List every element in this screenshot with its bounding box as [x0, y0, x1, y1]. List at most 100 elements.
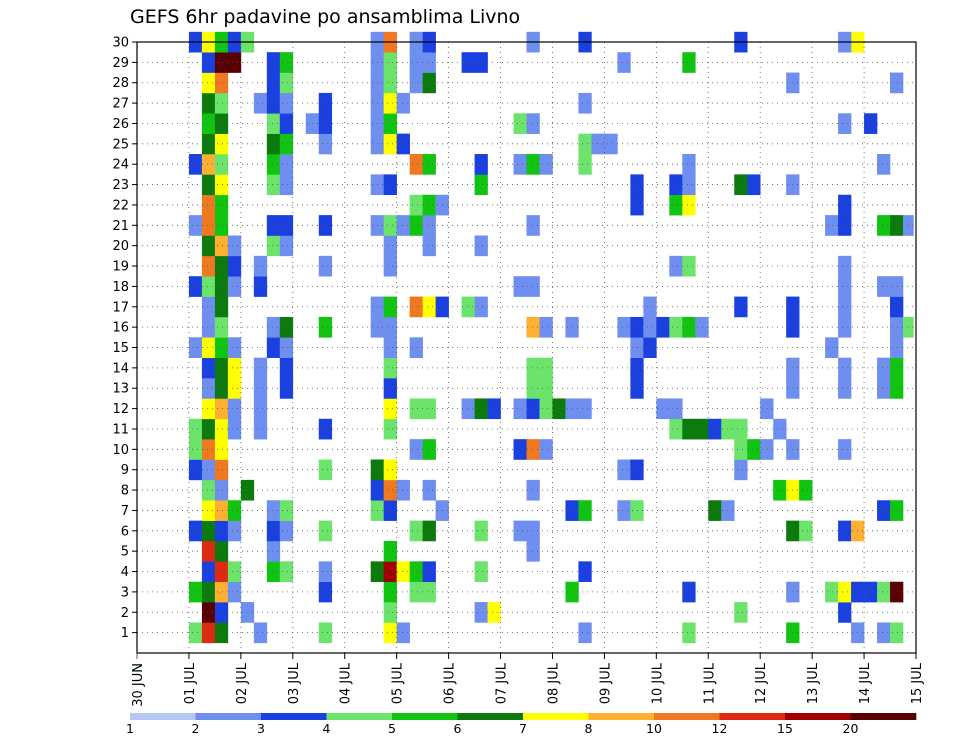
- heatmap-cell: [318, 459, 333, 481]
- heatmap-cell: [201, 72, 216, 94]
- heatmap-cell: [799, 479, 813, 501]
- heatmap-cell: [318, 255, 333, 277]
- heatmap-cell: [838, 357, 852, 379]
- heatmap-cell: [214, 479, 229, 501]
- heatmap-cell: [201, 154, 216, 175]
- heatmap-cell: [643, 316, 657, 338]
- heatmap-cell: [383, 113, 397, 134]
- heatmap-cell: [396, 215, 410, 236]
- heatmap-cell: [214, 72, 229, 94]
- heatmap-cell: [513, 398, 527, 420]
- legend-label: 8: [585, 721, 593, 736]
- heatmap-cell: [253, 622, 268, 644]
- heatmap-cell: [513, 154, 527, 175]
- heatmap-cell: [214, 52, 229, 73]
- heatmap-cell: [838, 276, 852, 297]
- heatmap-cell: [526, 398, 540, 420]
- heatmap-cell: [409, 72, 423, 94]
- heatmap-cell: [279, 154, 294, 175]
- x-tick-label: 11 JUL: [702, 662, 717, 704]
- heatmap-cell: [760, 439, 774, 460]
- heatmap-cell: [383, 174, 397, 196]
- heatmap-cell: [383, 235, 397, 257]
- heatmap-cell: [422, 296, 436, 318]
- legend-swatch: [719, 713, 786, 720]
- y-tick-label: 18: [112, 280, 129, 295]
- heatmap-cell: [266, 520, 281, 542]
- y-tick-label: 1: [121, 626, 129, 641]
- heatmap-cell: [643, 337, 657, 358]
- heatmap-cell: [838, 581, 852, 603]
- heatmap-cell: [422, 520, 436, 542]
- heatmap-cell: [318, 520, 333, 542]
- heatmap-cell: [396, 133, 410, 155]
- legend-label: 1: [126, 721, 134, 736]
- heatmap-cells: [188, 31, 914, 644]
- heatmap-cell: [279, 174, 294, 196]
- heatmap-cell: [396, 479, 410, 501]
- heatmap-cell: [201, 520, 216, 542]
- heatmap-cell: [201, 602, 216, 623]
- heatmap-cell: [838, 439, 852, 460]
- heatmap-cell: [383, 92, 397, 114]
- heatmap-cell: [617, 500, 631, 521]
- x-tick-label: 03 JUL: [287, 662, 302, 704]
- heatmap-cell: [201, 337, 216, 358]
- heatmap-cell: [383, 581, 397, 603]
- y-tick-label: 14: [112, 361, 129, 376]
- heatmap-cell: [409, 194, 423, 216]
- heatmap-cell: [279, 52, 294, 73]
- heatmap-cell: [734, 439, 748, 460]
- legend-label: 12: [712, 721, 728, 736]
- heatmap-cell: [422, 561, 436, 583]
- heatmap-cell: [669, 255, 683, 277]
- heatmap-cell: [825, 215, 839, 236]
- plot-frame: [136, 41, 917, 654]
- heatmap-cell: [383, 602, 397, 623]
- y-tick-label: 8: [121, 484, 129, 499]
- heatmap-cell: [396, 622, 410, 644]
- heatmap-cell: [383, 52, 397, 73]
- heatmap-cell: [903, 215, 914, 236]
- heatmap-cell: [461, 296, 475, 318]
- heatmap-cell: [266, 540, 281, 562]
- heatmap-cell: [877, 215, 891, 236]
- heatmap-cell: [279, 133, 294, 155]
- heatmap-cell: [201, 581, 216, 603]
- x-tick-label: 09 JUL: [598, 662, 613, 704]
- heatmap-cell: [682, 174, 696, 196]
- heatmap-cell: [201, 500, 216, 521]
- heatmap-cell: [474, 561, 488, 583]
- heatmap-cell: [838, 316, 852, 338]
- x-tick-label: 30 JUN: [131, 663, 146, 707]
- heatmap-cell: [214, 418, 229, 440]
- legend-label: 15: [777, 721, 793, 736]
- heatmap-cell: [578, 561, 592, 583]
- heatmap-cell: [318, 581, 333, 603]
- heatmap-cell: [214, 337, 229, 358]
- heatmap-cell: [266, 92, 281, 114]
- legend-swatch: [850, 713, 917, 720]
- heatmap-cell: [474, 398, 488, 420]
- heatmap-cell: [890, 622, 904, 644]
- legend-swatch: [588, 713, 655, 720]
- heatmap-cell: [383, 459, 397, 481]
- heatmap-cell: [422, 194, 436, 216]
- heatmap-cell: [682, 194, 696, 216]
- heatmap-cell: [201, 194, 216, 216]
- y-tick-label: 20: [112, 239, 129, 254]
- heatmap-cell: [591, 133, 618, 155]
- heatmap-cell: [188, 520, 203, 542]
- heatmap-cell: [409, 154, 423, 175]
- heatmap-cell: [422, 52, 436, 73]
- heatmap-cell: [799, 520, 813, 542]
- heatmap-cell: [383, 378, 397, 399]
- heatmap-cell: [890, 357, 904, 379]
- heatmap-cell: [266, 561, 281, 583]
- heatmap-cell: [864, 581, 878, 603]
- x-tick-label: 04 JUL: [339, 662, 354, 704]
- heatmap-cell: [279, 500, 294, 521]
- y-tick-label: 10: [112, 443, 129, 458]
- y-tick-label: 2: [121, 606, 129, 621]
